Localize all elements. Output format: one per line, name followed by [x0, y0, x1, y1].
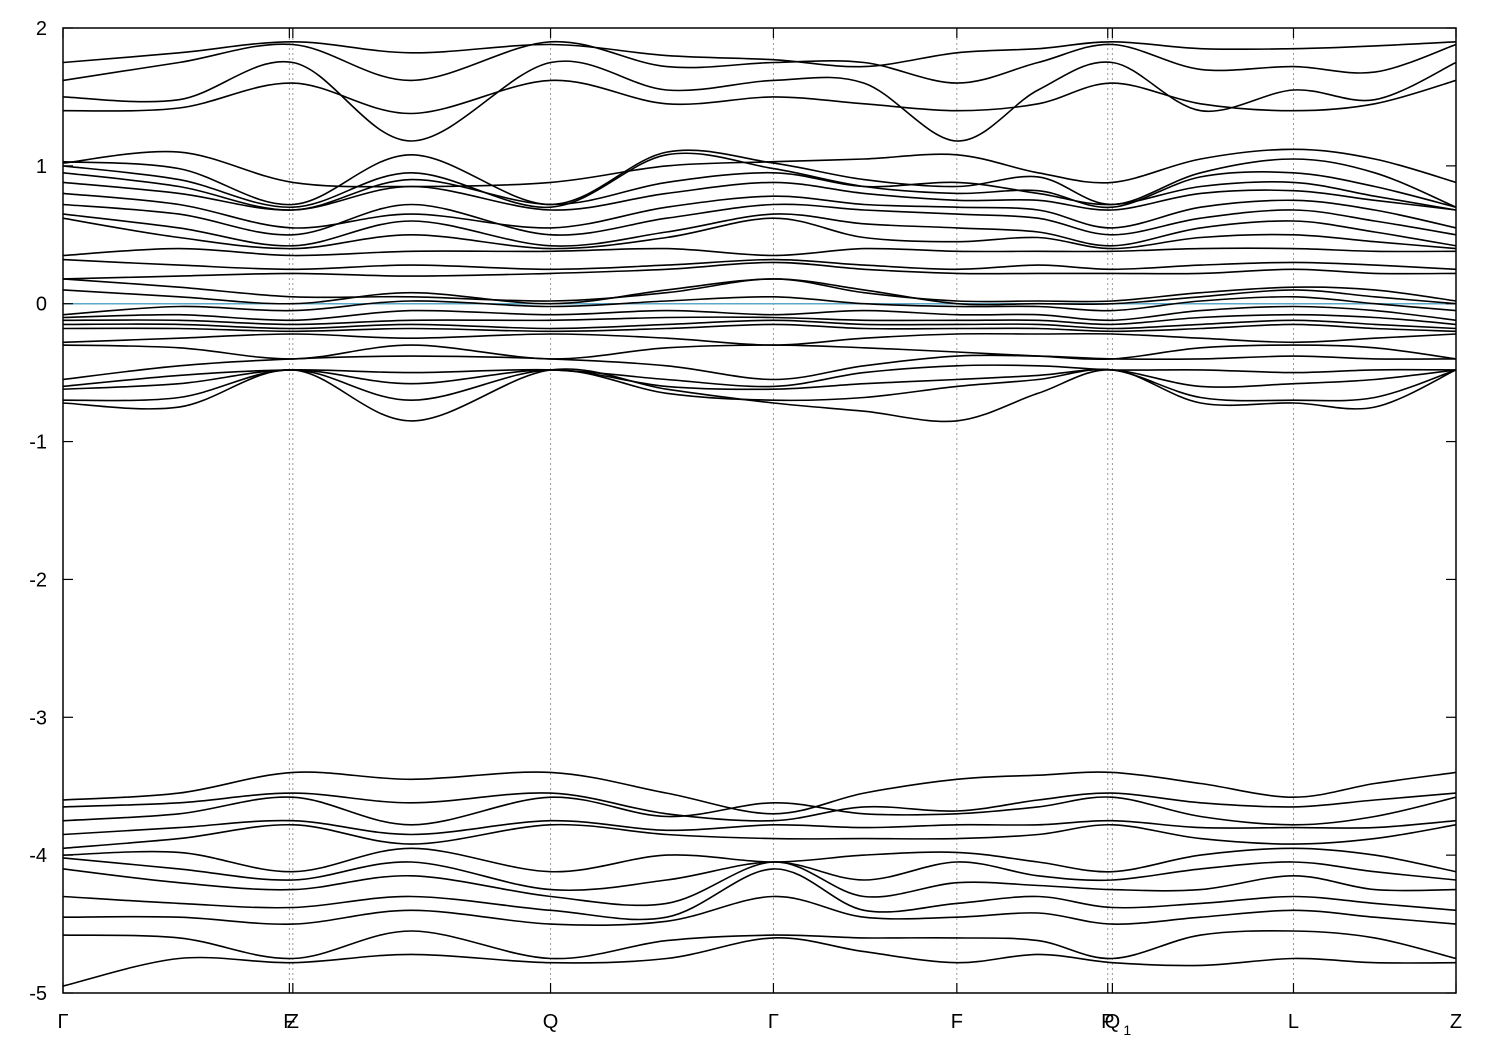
- band-line-16: [63, 278, 1456, 303]
- band-line-13: [63, 247, 1456, 257]
- kpoint-label: Q: [1105, 1011, 1121, 1033]
- band-line-0: [63, 79, 1456, 115]
- band-line-18: [63, 295, 1456, 316]
- kpoint-label: Z: [1450, 1011, 1462, 1033]
- kpoint-label: Z: [287, 1011, 299, 1033]
- x-axis-kpoint-labels: Γ FZ Q Γ F PQ 1 L Z: [57, 28, 1462, 1038]
- band-line-15: [63, 261, 1456, 280]
- band-line-25: [63, 354, 1456, 381]
- band-line-23: [63, 332, 1456, 346]
- kpoint-label: F: [951, 1011, 963, 1033]
- band-line-27: [63, 368, 1456, 391]
- y-tick-label: -3: [29, 707, 47, 729]
- kpoint-gridlines: [288, 28, 1294, 993]
- band-line-39: [63, 895, 1456, 927]
- y-axis-ticks: -5 -4 -3 -2 -1 0 1 2: [29, 18, 1456, 1005]
- band-line-3: [63, 40, 1456, 68]
- band-line-33: [63, 819, 1456, 836]
- band-line-30: [63, 771, 1456, 815]
- band-line-26: [63, 364, 1456, 388]
- kpoint-label: L: [1288, 1011, 1299, 1033]
- band-line-10: [63, 203, 1456, 236]
- band-line-37: [63, 861, 1456, 907]
- y-tick-label: -4: [29, 845, 47, 867]
- band-line-12: [63, 217, 1456, 250]
- y-tick-label: -5: [29, 983, 47, 1005]
- band-line-11: [63, 213, 1456, 247]
- band-line-29: [63, 368, 1456, 423]
- plot-frame: [62, 27, 1457, 994]
- band-line-1: [63, 60, 1456, 142]
- kpoint-label: F: [283, 1011, 295, 1033]
- band-line-4: [63, 148, 1456, 188]
- kpoint-label: Γ: [768, 1011, 779, 1033]
- band-line-8: [63, 181, 1456, 211]
- y-tick-label: 1: [36, 156, 47, 178]
- band-line-9: [63, 192, 1456, 229]
- band-line-40: [63, 929, 1456, 960]
- kpoint-label: Q: [543, 1011, 559, 1033]
- band-line-5: [63, 149, 1456, 208]
- band-line-22: [63, 323, 1456, 333]
- y-tick-label: -2: [29, 569, 47, 591]
- band-line-17: [63, 278, 1456, 306]
- band-line-41: [63, 937, 1456, 987]
- y-tick-label: 0: [36, 294, 47, 316]
- kpoint-label: P: [1101, 1011, 1114, 1033]
- band-line-6: [63, 152, 1456, 209]
- band-line-20: [63, 313, 1456, 326]
- y-tick-label: 2: [36, 18, 47, 40]
- band-lines: [63, 40, 1456, 987]
- band-line-38: [63, 868, 1456, 921]
- band-line-34: [63, 823, 1456, 850]
- band-line-14: [63, 258, 1456, 271]
- band-line-21: [63, 319, 1456, 330]
- band-line-2: [63, 40, 1456, 84]
- kpoint-label-subscript: 1: [1123, 1022, 1131, 1038]
- band-line-19: [63, 305, 1456, 322]
- kpoint-label: Γ: [57, 1011, 68, 1033]
- y-tick-label: -1: [29, 432, 47, 454]
- band-line-35: [63, 847, 1456, 873]
- band-line-28: [63, 368, 1456, 402]
- band-line-36: [63, 857, 1456, 892]
- band-line-32: [63, 796, 1456, 826]
